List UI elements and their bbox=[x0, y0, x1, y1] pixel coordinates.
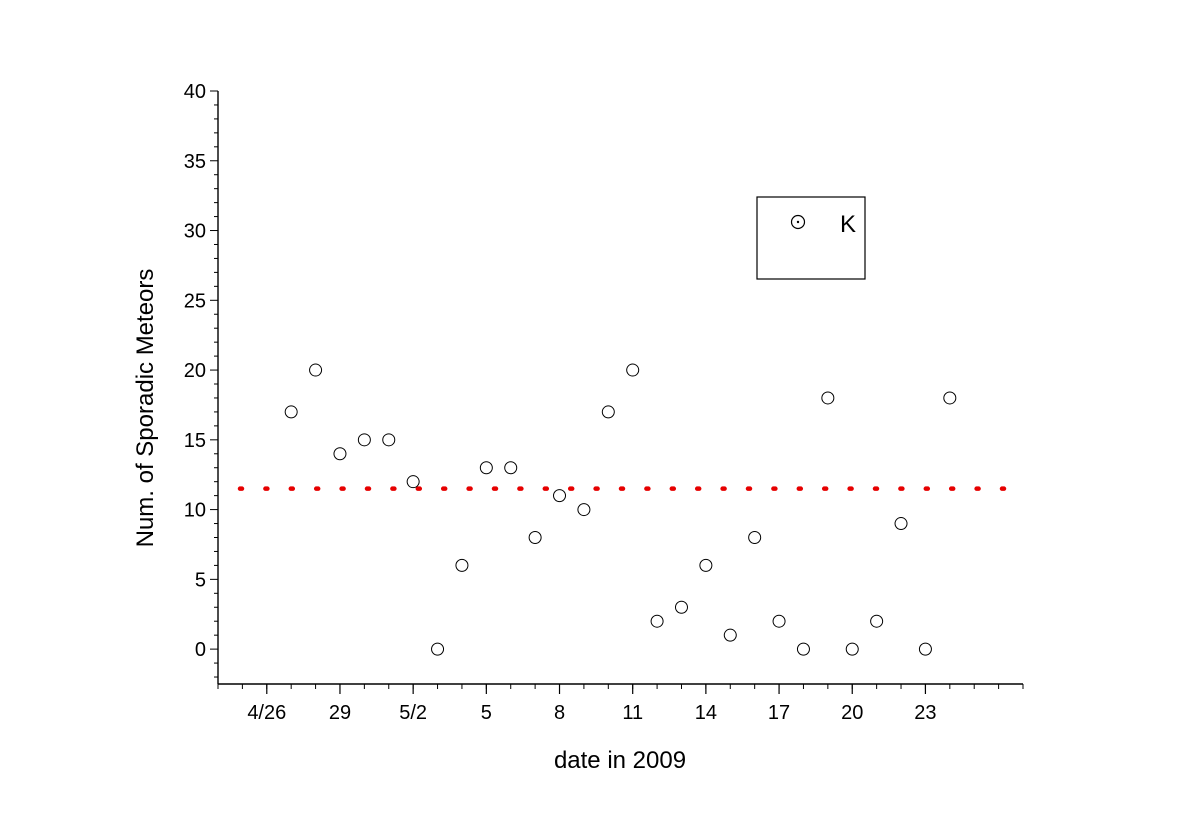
x-tick-label: 4/26 bbox=[247, 702, 286, 724]
legend-box bbox=[756, 196, 866, 280]
data-point bbox=[528, 530, 542, 544]
data-point bbox=[796, 642, 810, 656]
legend-marker bbox=[790, 214, 806, 230]
data-point bbox=[577, 503, 591, 517]
data-point bbox=[504, 461, 518, 475]
y-tick-label: 25 bbox=[184, 290, 206, 312]
x-axis: 4/26 29 5/2 5 8 11 14 17 20 23 bbox=[217, 684, 1024, 724]
data-point bbox=[821, 391, 835, 405]
data-point bbox=[674, 600, 688, 614]
x-tick-label: 23 bbox=[914, 702, 936, 724]
data-point bbox=[382, 433, 396, 447]
data-point bbox=[553, 489, 567, 503]
data-point bbox=[431, 642, 445, 656]
data-point bbox=[845, 642, 859, 656]
data-point bbox=[918, 642, 932, 656]
x-tick-label: 17 bbox=[768, 702, 790, 724]
data-point bbox=[479, 461, 493, 475]
data-point bbox=[309, 363, 323, 377]
x-axis-title: date in 2009 bbox=[554, 747, 686, 774]
x-tick-label: 20 bbox=[841, 702, 863, 724]
legend-label-k: K bbox=[840, 211, 856, 238]
data-point bbox=[699, 558, 713, 572]
data-point bbox=[943, 391, 957, 405]
x-tick-label: 11 bbox=[622, 702, 643, 724]
y-tick-label: 20 bbox=[184, 360, 206, 382]
y-tick-label: 10 bbox=[184, 500, 206, 522]
data-point bbox=[601, 405, 615, 419]
data-point bbox=[333, 447, 347, 461]
plot-frame bbox=[217, 91, 1023, 685]
y-tick-label: 35 bbox=[184, 151, 206, 173]
y-axis-title: Num. of Sporadic Meteors bbox=[132, 269, 159, 548]
data-point bbox=[772, 614, 786, 628]
y-tick-label: 15 bbox=[184, 430, 206, 452]
legend-marker-dot bbox=[796, 220, 800, 224]
data-point bbox=[870, 614, 884, 628]
legend: K bbox=[756, 196, 866, 280]
y-tick-label: 5 bbox=[195, 569, 206, 591]
x-tick-label: 29 bbox=[329, 702, 351, 724]
x-tick-label: 5 bbox=[481, 702, 492, 724]
data-point bbox=[748, 530, 762, 544]
data-point bbox=[626, 363, 640, 377]
y-axis: 0 5 10 15 20 25 30 35 40 bbox=[184, 81, 218, 678]
data-point bbox=[284, 405, 298, 419]
y-tick-label: 40 bbox=[184, 81, 206, 103]
y-tick-label: 30 bbox=[184, 221, 206, 243]
y-tick-label: 0 bbox=[195, 639, 206, 661]
data-point bbox=[650, 614, 664, 628]
x-tick-label: 14 bbox=[695, 702, 717, 724]
data-point bbox=[357, 433, 371, 447]
data-point bbox=[455, 558, 469, 572]
data-point bbox=[406, 475, 420, 489]
data-points bbox=[284, 363, 957, 656]
x-tick-label: 5/2 bbox=[399, 702, 427, 724]
data-point bbox=[894, 517, 908, 531]
data-point bbox=[723, 628, 737, 642]
x-tick-label: 8 bbox=[554, 702, 565, 724]
